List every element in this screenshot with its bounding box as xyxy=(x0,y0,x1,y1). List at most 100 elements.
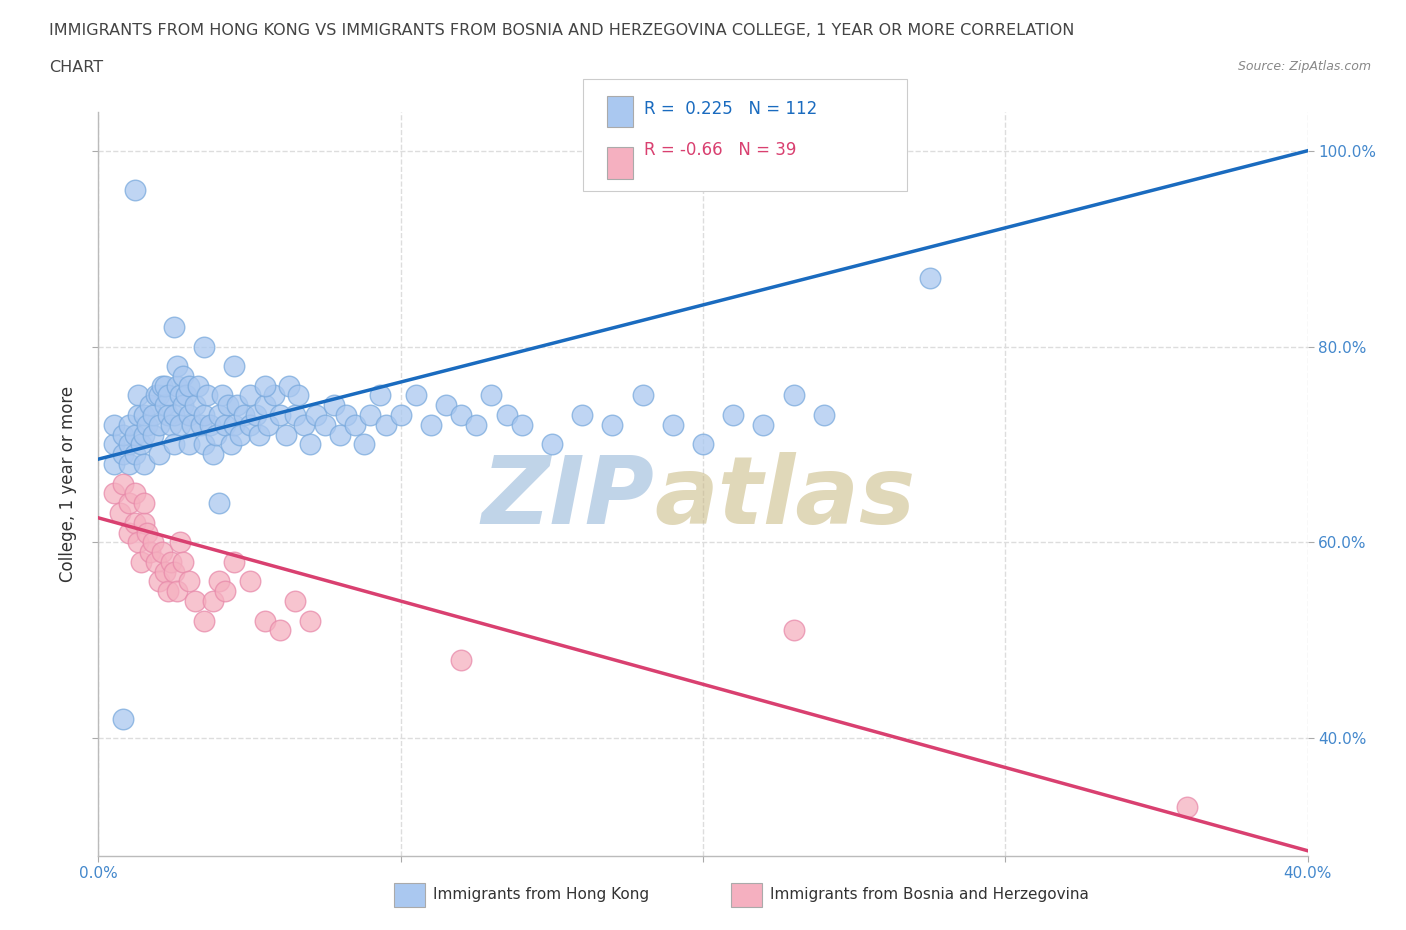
Point xyxy=(323,398,346,413)
Point xyxy=(202,446,225,461)
Point xyxy=(571,407,593,422)
Point xyxy=(253,613,276,628)
Point xyxy=(135,418,157,432)
Point xyxy=(108,506,131,521)
Point xyxy=(129,554,152,569)
Text: Immigrants from Hong Kong: Immigrants from Hong Kong xyxy=(433,887,650,902)
Point xyxy=(111,711,134,726)
Text: IMMIGRANTS FROM HONG KONG VS IMMIGRANTS FROM BOSNIA AND HERZEGOVINA COLLEGE, 1 Y: IMMIGRANTS FROM HONG KONG VS IMMIGRANTS … xyxy=(49,23,1074,38)
Point xyxy=(111,427,134,442)
Point xyxy=(224,359,246,374)
Point xyxy=(174,388,197,403)
Point xyxy=(153,379,176,393)
Point xyxy=(124,515,146,530)
Point xyxy=(247,427,270,442)
Point xyxy=(269,623,291,638)
Point xyxy=(299,613,322,628)
Point xyxy=(103,418,125,432)
Point xyxy=(179,379,201,393)
Point xyxy=(190,418,212,432)
Point xyxy=(156,407,179,422)
Point xyxy=(145,388,167,403)
Point xyxy=(142,407,165,422)
Point xyxy=(187,379,209,393)
Point xyxy=(208,407,231,422)
Point xyxy=(193,613,215,628)
Text: Immigrants from Bosnia and Herzegovina: Immigrants from Bosnia and Herzegovina xyxy=(770,887,1090,902)
Point xyxy=(269,407,291,422)
Point xyxy=(148,388,170,403)
Point xyxy=(314,418,336,432)
Point xyxy=(179,437,201,452)
Point xyxy=(353,437,375,452)
Point xyxy=(389,407,412,422)
Point xyxy=(256,418,278,432)
Point xyxy=(253,379,276,393)
Point xyxy=(179,574,201,589)
Point xyxy=(813,407,835,422)
Point xyxy=(132,496,155,511)
Point xyxy=(239,388,262,403)
Point xyxy=(118,457,141,472)
Point xyxy=(184,398,207,413)
Point xyxy=(284,593,307,608)
Point xyxy=(368,388,391,403)
Point xyxy=(166,359,188,374)
Point xyxy=(217,398,239,413)
Y-axis label: College, 1 year or more: College, 1 year or more xyxy=(59,386,77,581)
Point xyxy=(163,407,186,422)
Point xyxy=(129,437,152,452)
Point xyxy=(172,368,194,383)
Text: CHART: CHART xyxy=(49,60,103,75)
Point xyxy=(239,418,262,432)
Point xyxy=(221,437,243,452)
Point xyxy=(160,418,183,432)
Point xyxy=(200,418,222,432)
Point xyxy=(274,427,297,442)
Point xyxy=(783,623,806,638)
Point xyxy=(540,437,562,452)
Point xyxy=(253,398,276,413)
Point xyxy=(510,418,533,432)
Point xyxy=(181,418,204,432)
Point xyxy=(284,407,307,422)
Point xyxy=(214,418,236,432)
Point xyxy=(148,418,170,432)
Point xyxy=(450,407,472,422)
Point xyxy=(124,486,146,501)
Point xyxy=(169,535,191,550)
Point xyxy=(169,418,191,432)
Point xyxy=(118,418,141,432)
Point xyxy=(172,398,194,413)
Point xyxy=(263,388,285,403)
Point xyxy=(184,593,207,608)
Point xyxy=(124,446,146,461)
Text: ZIP: ZIP xyxy=(482,453,655,544)
Point xyxy=(103,437,125,452)
Point xyxy=(163,320,186,335)
Point xyxy=(193,339,215,354)
Point xyxy=(299,437,322,452)
Text: R = -0.66   N = 39: R = -0.66 N = 39 xyxy=(644,141,796,159)
Point xyxy=(193,437,215,452)
Point xyxy=(465,418,488,432)
Point xyxy=(132,457,155,472)
Point xyxy=(118,437,141,452)
Point xyxy=(602,418,624,432)
Point xyxy=(150,379,173,393)
Point xyxy=(661,418,683,432)
Point xyxy=(405,388,427,403)
Point xyxy=(224,418,246,432)
Point xyxy=(229,427,252,442)
Point xyxy=(135,525,157,540)
Point xyxy=(211,388,233,403)
Point xyxy=(118,525,141,540)
Point xyxy=(139,545,162,560)
Point xyxy=(172,554,194,569)
Point xyxy=(193,407,215,422)
Point xyxy=(179,407,201,422)
Point xyxy=(145,554,167,569)
Point xyxy=(142,535,165,550)
Point xyxy=(166,379,188,393)
Point xyxy=(918,271,941,286)
